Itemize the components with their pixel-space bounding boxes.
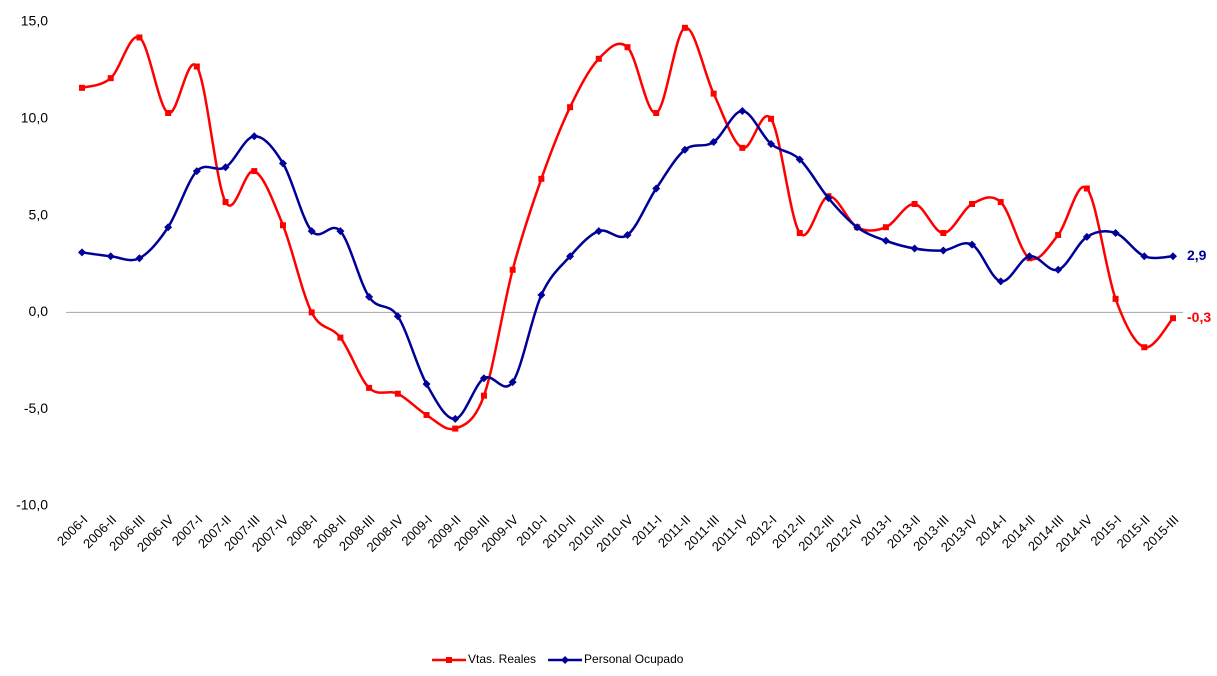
marker [336, 227, 345, 236]
marker [623, 230, 632, 239]
marker [1112, 295, 1119, 302]
marker [1055, 231, 1062, 238]
marker [652, 184, 661, 193]
y-tick-label: 0,0 [29, 303, 49, 319]
marker [107, 75, 114, 82]
series-line [81, 109, 1174, 421]
marker [479, 374, 488, 383]
marker [394, 390, 401, 397]
marker [365, 292, 374, 301]
marker [595, 55, 602, 62]
marker [1054, 265, 1063, 274]
marker [882, 224, 889, 231]
marker [222, 199, 229, 206]
marker [997, 199, 1004, 206]
marker [451, 414, 460, 423]
marker [136, 34, 143, 41]
legend-marker [561, 656, 570, 664]
marker [767, 139, 776, 148]
data-label: 2,9 [1187, 247, 1207, 263]
marker [423, 412, 430, 419]
marker [135, 254, 144, 263]
marker [853, 223, 862, 232]
marker [567, 104, 574, 111]
marker [824, 194, 833, 203]
marker [366, 384, 373, 391]
marker [1141, 344, 1148, 351]
marker [968, 240, 977, 249]
marker [996, 277, 1005, 286]
marker [307, 227, 316, 236]
marker [709, 138, 718, 147]
marker [795, 155, 804, 164]
marker [1170, 315, 1176, 322]
marker [911, 200, 918, 207]
marker [78, 248, 86, 257]
marker [768, 115, 775, 122]
marker [1111, 229, 1120, 238]
marker [452, 425, 459, 432]
marker [393, 312, 402, 321]
marker [538, 175, 545, 182]
marker [910, 244, 919, 253]
marker [279, 222, 286, 229]
marker [164, 223, 173, 232]
marker [939, 246, 948, 255]
marker [1140, 252, 1149, 261]
legend-item: Vtas. Reales [432, 652, 536, 666]
data-label: -0,3 [1187, 309, 1211, 325]
marker [508, 378, 517, 387]
marker [278, 159, 287, 168]
legend-marker [446, 657, 452, 663]
y-tick-label: 5,0 [29, 206, 49, 222]
marker [509, 266, 516, 273]
marker [566, 252, 575, 261]
marker [881, 236, 890, 245]
marker [1083, 185, 1090, 192]
marker [537, 290, 546, 299]
marker [940, 230, 947, 237]
marker [680, 145, 689, 154]
marker [251, 168, 258, 175]
marker [1169, 252, 1177, 261]
marker [969, 200, 976, 207]
marker [796, 230, 803, 237]
marker [192, 167, 201, 176]
marker [106, 252, 115, 261]
legend-item: Personal Ocupado [548, 652, 684, 666]
marker [1025, 252, 1034, 261]
marker [738, 107, 747, 116]
marker [594, 227, 603, 236]
marker [624, 44, 631, 51]
marker [79, 84, 85, 91]
marker [710, 90, 717, 97]
marker [193, 63, 200, 70]
marker [739, 144, 746, 151]
y-tick-label: 15,0 [21, 13, 48, 29]
marker [337, 334, 344, 341]
marker [250, 132, 259, 141]
legend-label: Vtas. Reales [468, 652, 536, 666]
marker [681, 24, 688, 31]
legend-label: Personal Ocupado [584, 652, 684, 666]
y-tick-label: -5,0 [24, 400, 48, 416]
marker [422, 380, 431, 389]
y-tick-label: 10,0 [21, 110, 48, 126]
marker [308, 309, 315, 316]
marker [165, 109, 172, 116]
marker [221, 163, 230, 172]
y-tick-label: -10,0 [16, 497, 48, 513]
marker [653, 109, 660, 116]
series-line [81, 26, 1174, 431]
marker [1082, 232, 1091, 241]
marker [480, 392, 487, 399]
